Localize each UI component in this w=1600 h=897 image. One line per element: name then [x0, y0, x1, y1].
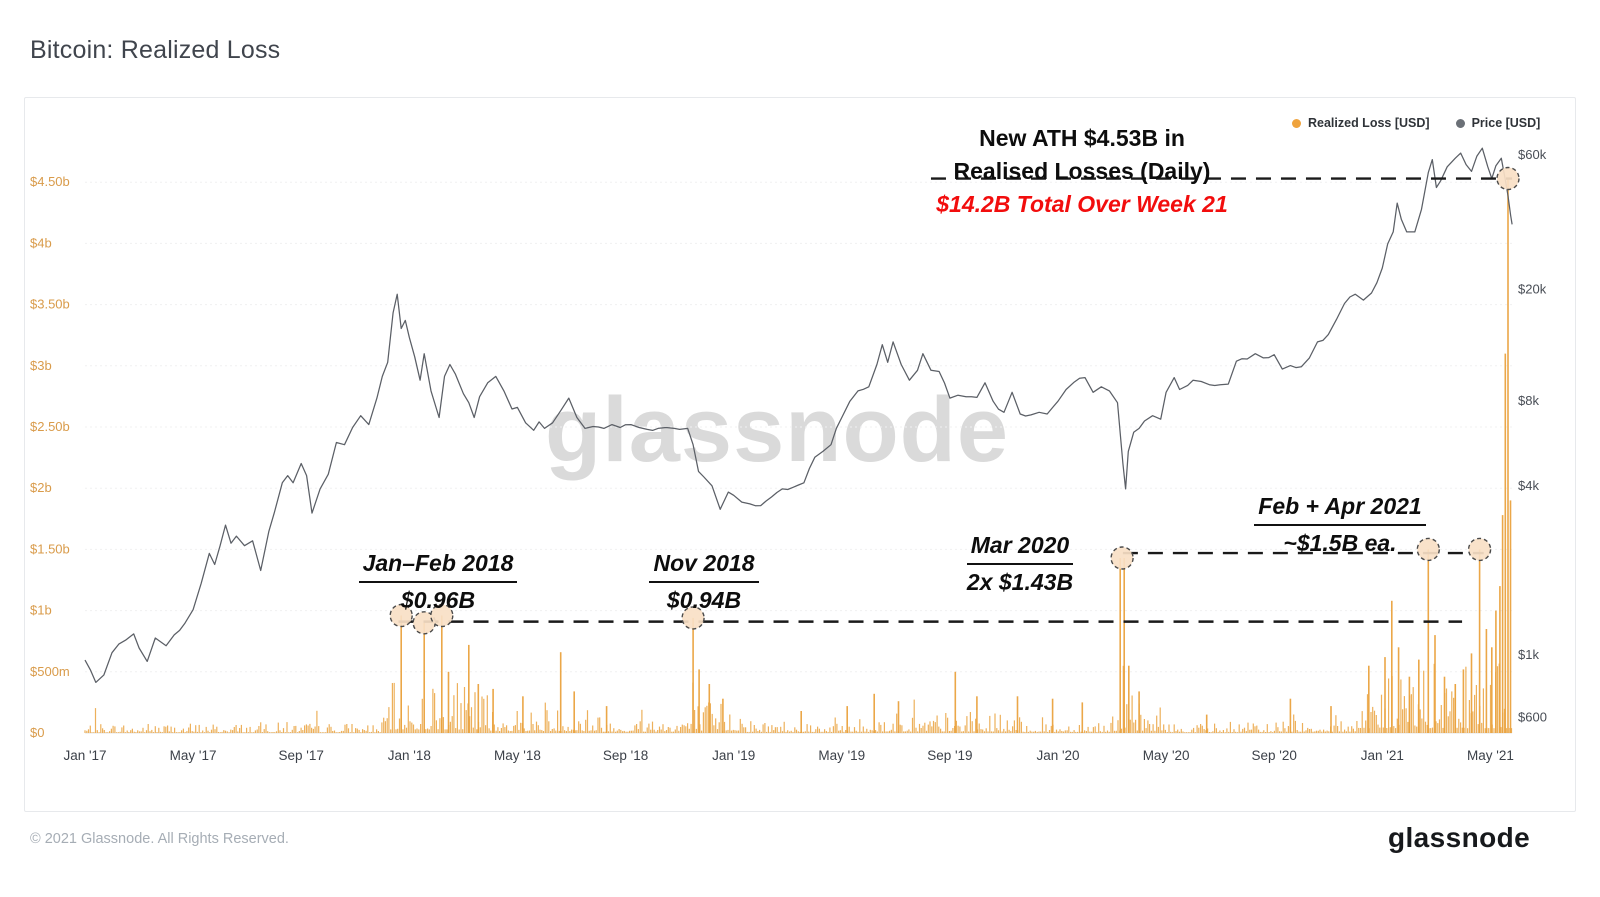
price-legend-dot-icon [1455, 118, 1465, 128]
svg-text:May '17: May '17 [170, 748, 217, 763]
legend-item-price[interactable]: Price [USD] [1455, 116, 1541, 130]
legend-label-price: Price [USD] [1471, 116, 1541, 130]
annotation-mar2020: Mar 2020 2x $1.43B [870, 528, 1170, 599]
svg-text:$4.50b: $4.50b [30, 174, 70, 189]
annotation-ath-line1: New ATH $4.53B in [979, 125, 1185, 151]
svg-text:Sep '18: Sep '18 [603, 748, 648, 763]
legend-item-realized-loss[interactable]: Realized Loss [USD] [1292, 116, 1430, 130]
svg-text:$3b: $3b [30, 358, 52, 373]
annotation-febapr2021-value: ~$1.5B ea. [1283, 530, 1397, 556]
glassnode-watermark: glassnode [545, 379, 1010, 481]
page-title: Bitcoin: Realized Loss [30, 36, 281, 64]
realized-loss-legend-dot-icon [1292, 118, 1301, 128]
svg-text:Jan '17: Jan '17 [63, 748, 106, 763]
svg-text:$20k: $20k [1518, 281, 1547, 296]
annotation-nov2018-value: $0.94B [666, 587, 742, 613]
glassnode-logo: glassnode [1388, 822, 1531, 853]
svg-text:$1k: $1k [1518, 647, 1539, 662]
svg-text:May '20: May '20 [1143, 748, 1190, 763]
svg-text:$600: $600 [1518, 709, 1547, 724]
svg-text:$1b: $1b [30, 603, 52, 618]
svg-text:$0: $0 [30, 725, 44, 740]
svg-text:Jan '19: Jan '19 [712, 748, 755, 763]
svg-text:$4k: $4k [1518, 478, 1539, 493]
annotation-janfeb2018-title: Jan–Feb 2018 [358, 546, 518, 583]
annotation-ath-line2: Realised Losses (Daily) [953, 158, 1211, 184]
footer-copyright: © 2021 Glassnode. All Rights Reserved. [30, 831, 289, 847]
svg-text:$2b: $2b [30, 480, 52, 495]
chart-legend: Realized Loss [USD] Price [USD] [1292, 116, 1540, 130]
annotation-janfeb2018-value: $0.96B [400, 587, 476, 613]
svg-text:Jan '20: Jan '20 [1036, 748, 1079, 763]
annotation-febapr2021-title: Feb + Apr 2021 [1254, 489, 1426, 526]
svg-text:Jan '21: Jan '21 [1361, 748, 1404, 763]
svg-text:Sep '17: Sep '17 [279, 748, 324, 763]
svg-text:Sep '20: Sep '20 [1252, 748, 1297, 763]
annotation-nov2018: Nov 2018 $0.94B [554, 546, 854, 617]
svg-text:$60k: $60k [1518, 147, 1547, 162]
annotation-ath-week-total: $14.2B Total Over Week 21 [936, 191, 1228, 217]
svg-text:$1.50b: $1.50b [30, 541, 70, 556]
chart-card [24, 97, 1576, 812]
annotation-mar2020-value: 2x $1.43B [966, 569, 1074, 595]
svg-text:$4b: $4b [30, 235, 52, 250]
svg-text:May '21: May '21 [1467, 748, 1514, 763]
svg-text:Jan '18: Jan '18 [388, 748, 431, 763]
svg-text:May '19: May '19 [818, 748, 865, 763]
svg-text:$500m: $500m [30, 664, 70, 679]
annotation-janfeb2018: Jan–Feb 2018 $0.96B [288, 546, 588, 617]
svg-text:Sep '19: Sep '19 [927, 748, 972, 763]
svg-text:$2.50b: $2.50b [30, 419, 70, 434]
svg-text:$3.50b: $3.50b [30, 297, 70, 312]
svg-text:May '18: May '18 [494, 748, 541, 763]
annotation-febapr2021: Feb + Apr 2021 ~$1.5B ea. [1190, 489, 1490, 560]
svg-text:$8k: $8k [1518, 393, 1539, 408]
annotation-nov2018-title: Nov 2018 [649, 546, 759, 583]
annotation-ath: New ATH $4.53B in Realised Losses (Daily… [882, 122, 1282, 221]
legend-label-realized-loss: Realized Loss [USD] [1308, 116, 1430, 130]
annotation-mar2020-title: Mar 2020 [966, 528, 1074, 565]
